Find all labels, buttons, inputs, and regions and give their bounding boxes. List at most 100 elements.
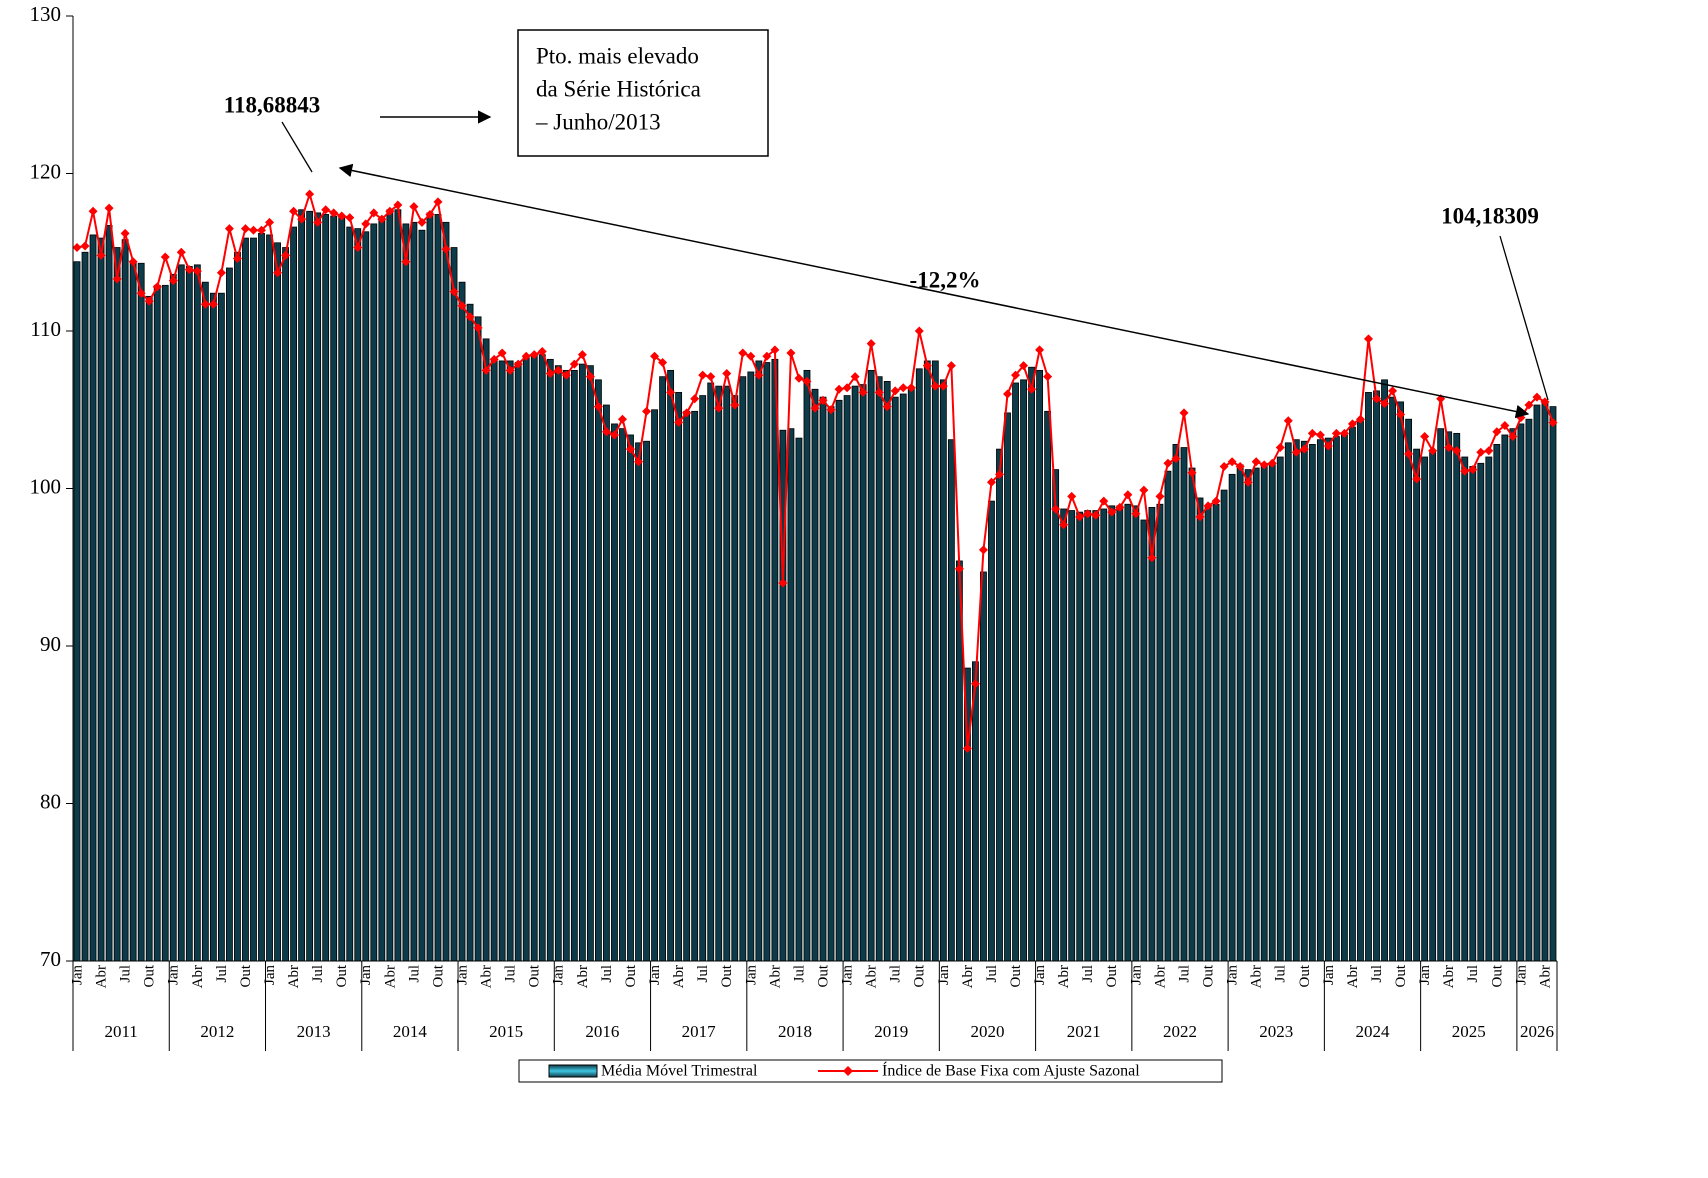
bar [570,369,578,962]
bar [627,434,634,962]
bar [883,380,891,962]
plot-area: 70 80 90 100 110 120 130 Jan Abr Jul Out Jan Abr Jul O… [30,2,1558,1051]
marker [321,205,331,215]
marker [297,214,307,224]
bar [1397,401,1404,962]
x-tick-label: Jul [599,965,615,983]
bar [1413,448,1421,962]
x-tick-label: Abr [1345,965,1361,988]
bar [1276,456,1284,962]
y-tick-label: 110 [30,317,61,341]
change-label: -12,2% [910,267,981,292]
bar [1220,489,1228,962]
legend-label: Média Móvel Trimestral [601,1063,758,1080]
bar [1308,443,1316,962]
marker [746,351,756,361]
bar [161,284,169,962]
marker [176,247,186,257]
x-tick-label: Out [912,964,928,987]
bar [113,247,121,962]
bar [659,376,666,962]
bar [1036,369,1044,962]
legend: Média Móvel Trimestral Índice de Base Fi… [518,1059,1223,1083]
year-label: 2020 [970,1022,1004,1041]
marker [978,545,988,555]
bar [731,395,739,962]
x-tick-label: Jan [1417,965,1433,985]
marker [240,224,250,234]
bar [97,237,105,962]
bar [1421,456,1429,962]
x-tick-label: Out [1200,964,1216,987]
marker [409,202,419,212]
marker [1492,427,1502,437]
marker [1219,461,1229,471]
bar [1429,451,1437,962]
bar [145,295,153,962]
marker [1107,507,1117,517]
x-tick-label: Jan [358,965,374,985]
bar [498,360,506,962]
x-tick-label: Abr [1537,965,1553,988]
marker [1075,512,1085,522]
bar [1332,436,1340,962]
bar [996,448,1003,962]
x-tick-label: Jul [1465,965,1481,983]
marker [88,206,98,216]
bar [988,500,995,962]
bar [338,217,346,962]
x-tick-label: Jul [214,965,230,983]
marker [152,282,162,292]
bar [1252,467,1260,962]
marker [1460,466,1470,476]
bar [1381,379,1388,962]
year-label: 2017 [682,1022,717,1041]
bar [1100,508,1108,962]
x-tick-label: Jul [888,965,904,983]
y-tick-label: 90 [40,632,61,656]
marker [954,564,964,574]
bar [651,409,658,962]
bar [899,393,907,962]
bar [843,395,851,962]
x-tick-label: Out [1104,964,1120,987]
bar [378,218,386,962]
marker [1251,457,1261,467]
bar [266,234,273,962]
bar [1180,447,1188,962]
x-tick-label: Jan [69,965,85,985]
x-tick-label: Out [815,964,831,987]
year-label: 2021 [1067,1022,1101,1041]
marker [72,243,82,253]
bar [699,395,707,962]
marker [1452,446,1462,456]
bar [1076,511,1084,962]
y-tick-label: 100 [30,474,62,498]
bar [426,212,434,962]
bar [474,316,482,962]
bar [1437,428,1445,962]
marker [674,417,684,427]
marker [1179,408,1189,418]
bar [1373,390,1380,962]
marker [890,386,900,396]
marker [1147,553,1157,563]
marker [200,299,210,309]
bar [619,428,626,962]
bar [506,360,514,962]
marker [722,369,732,379]
bar [314,212,322,962]
marker [914,326,924,336]
legend-swatch [548,1064,598,1078]
x-tick-label: Jan [1225,965,1241,985]
x-tick-label: Jul [791,965,807,983]
marker [1291,447,1301,457]
x-tick-label: Jan [647,965,663,985]
x-tick-label: Out [527,964,543,987]
x-tick-label: Out [1297,964,1313,987]
marker [192,266,202,276]
bar [1365,392,1372,962]
bar [683,410,691,962]
bar [667,369,675,962]
